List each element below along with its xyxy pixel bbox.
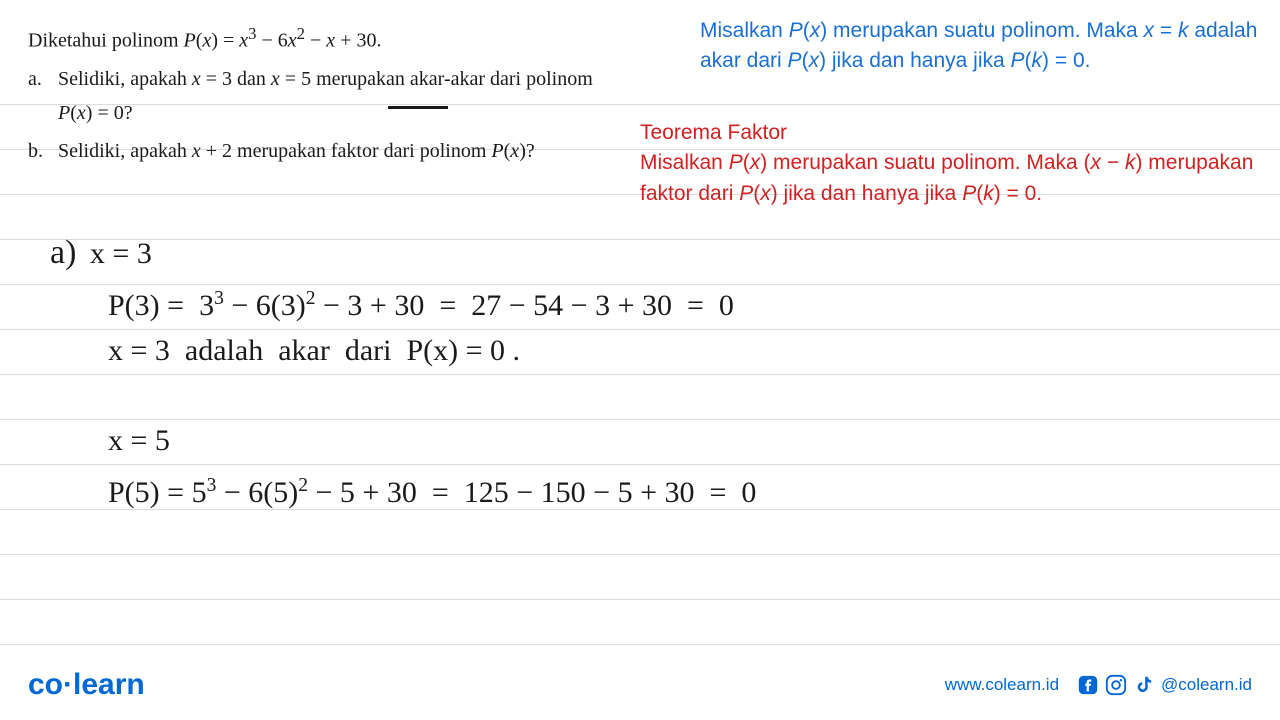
footer: co·learn www.colearn.id @colearn.id: [28, 668, 1252, 702]
hw-line-p3: P(3) = 33 − 6(3)2 − 3 + 30 = 27 − 54 − 3…: [50, 276, 756, 328]
hw-line-x5: x = 5: [50, 418, 756, 463]
social-handle: @colearn.id: [1161, 675, 1252, 695]
problem-intro: Diketahui polinom P(x) = x3 − 6x2 − x + …: [28, 20, 668, 58]
hw-line-p5: P(5) = 53 − 6(5)2 − 5 + 30 = 125 − 150 −…: [50, 463, 756, 515]
hw-part-label: a) x = 3: [50, 230, 756, 276]
hw-blank: [50, 373, 756, 418]
item-label-a: a.: [28, 62, 58, 130]
handwritten-work: a) x = 3 P(3) = 33 − 6(3)2 − 3 + 30 = 27…: [50, 230, 756, 515]
annotation-theorem-body: Misalkan P(x) merupakan suatu polinom. M…: [640, 148, 1270, 209]
item-label-b: b.: [28, 134, 58, 168]
social-icons: @colearn.id: [1077, 674, 1252, 696]
problem-item-b: b. Selidiki, apakah x + 2 merupakan fakt…: [28, 134, 668, 168]
item-text-a: Selidiki, apakah x = 3 dan x = 5 merupak…: [58, 62, 668, 130]
tiktok-icon: [1133, 674, 1155, 696]
annotation-factor-theorem: Teorema Faktor Misalkan P(x) merupakan s…: [640, 118, 1270, 209]
annotation-theorem-title: Teorema Faktor: [640, 118, 1270, 148]
instagram-icon: [1105, 674, 1127, 696]
problem-item-a: a. Selidiki, apakah x = 3 dan x = 5 meru…: [28, 62, 668, 130]
hw-line-root3: x = 3 adalah akar dari P(x) = 0 .: [50, 328, 756, 373]
brand-logo: co·learn: [28, 668, 145, 702]
footer-right: www.colearn.id @colearn.id: [945, 674, 1252, 696]
underline-mark: [388, 106, 448, 109]
footer-url: www.colearn.id: [945, 675, 1059, 695]
facebook-icon: [1077, 674, 1099, 696]
item-text-b: Selidiki, apakah x + 2 merupakan faktor …: [58, 134, 668, 168]
annotation-root-definition: Misalkan P(x) merupakan suatu polinom. M…: [700, 16, 1270, 77]
